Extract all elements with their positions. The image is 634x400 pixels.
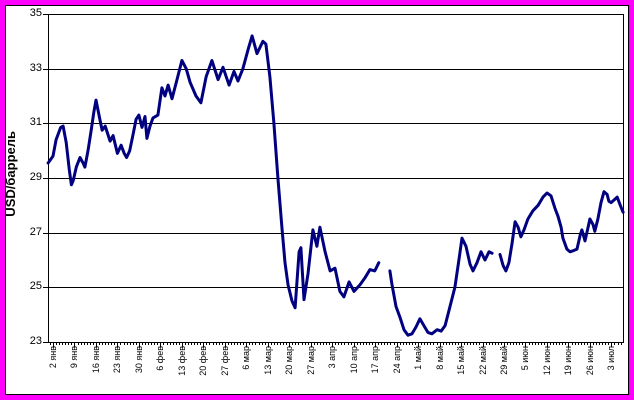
x-tick-label: 27 фев xyxy=(219,346,230,376)
x-tick-label: 26 июн xyxy=(584,346,595,376)
x-tick-label: 23 янв xyxy=(112,346,123,374)
x-tick-label: 5 июн xyxy=(520,346,531,371)
x-tick-label: 19 июн xyxy=(563,346,574,376)
x-tick-label: 16 янв xyxy=(90,346,101,374)
x-tick-label: 22 май xyxy=(477,346,488,375)
x-tick-label: 8 май xyxy=(434,346,445,370)
x-tick-label: 6 мар xyxy=(241,346,252,370)
y-tick-label: 35 xyxy=(29,7,42,19)
price-line-segment xyxy=(388,236,494,337)
y-tick-label: 27 xyxy=(29,225,42,238)
y-tick-label: 33 xyxy=(29,61,42,74)
y-tick-label: 25 xyxy=(29,280,42,293)
x-tick-label: 20 фев xyxy=(198,346,209,376)
price-line-segment xyxy=(498,190,625,273)
x-tick-label: 29 май xyxy=(499,346,510,375)
y-tick-label: 31 xyxy=(29,116,42,129)
x-tick-label: 3 апр xyxy=(327,346,338,369)
x-tick-label: 3 июл xyxy=(606,346,617,371)
x-tick-label: 12 июн xyxy=(541,346,552,376)
y-tick-label: 23 xyxy=(29,335,42,347)
x-tick-label: 9 янв xyxy=(69,346,80,369)
x-tick-label: 24 апр xyxy=(391,346,402,374)
x-tick-label: 17 апр xyxy=(370,346,381,374)
y-tick-label: 29 xyxy=(29,171,42,183)
x-tick-label: 13 фев xyxy=(176,346,187,376)
x-tick-label: 2 янв xyxy=(48,346,58,369)
x-tick-label: 27 мар xyxy=(305,346,316,375)
x-tick-label: 10 апр xyxy=(348,346,359,374)
price-line-segment xyxy=(46,34,381,310)
x-tick-label: 15 май xyxy=(456,346,467,375)
x-tick-label: 6 фев xyxy=(155,346,166,371)
x-tick-label: 30 янв xyxy=(133,346,144,374)
x-tick-label: 20 мар xyxy=(284,346,295,375)
x-tick-label: 13 мар xyxy=(262,346,273,375)
x-tick-label: 1 май xyxy=(413,346,424,370)
y-axis-title: USD/баррель xyxy=(3,131,18,217)
